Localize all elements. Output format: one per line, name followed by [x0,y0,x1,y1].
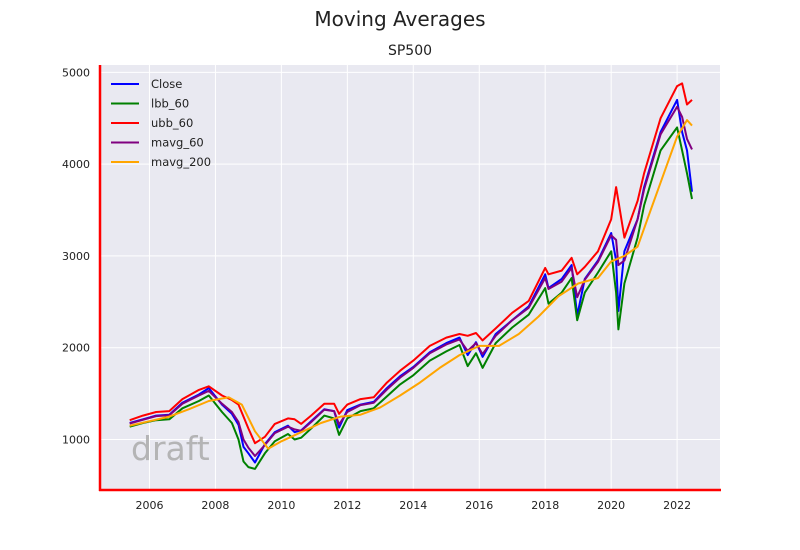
x-tick-label: 2012 [333,499,361,512]
legend-label: mavg_200 [151,155,211,169]
legend-item: mavg_60 [111,136,204,150]
series-line-mavg-60 [129,105,693,457]
chart-title: SP500 [387,43,433,59]
legend: Close lbb_60 ubb_60 mavg_60 mavg_200 [111,77,211,169]
y-tick-label: 4000 [62,158,90,171]
series-line-mavg-200 [129,119,693,450]
x-tick-label: 2008 [201,499,229,512]
x-tick-label: 2014 [399,499,427,512]
figure-title: Moving Averages [314,7,486,31]
x-tick-label: 2006 [135,499,163,512]
x-tick-label: 2018 [531,499,559,512]
x-axis: 2006 2008 2010 2012 2014 2016 2018 2020 2022 [135,499,691,512]
series-layer [129,82,693,470]
legend-label: Close [151,77,182,91]
series-line-lbb-60 [129,126,693,470]
legend-label: mavg_60 [151,136,204,150]
y-tick-label: 3000 [62,250,90,263]
y-tick-label: 5000 [62,66,90,79]
legend-label: ubb_60 [151,116,193,130]
legend-item: ubb_60 [111,116,193,130]
legend-item: lbb_60 [111,97,189,111]
series-line-ubb-60 [129,82,693,445]
x-tick-label: 2020 [597,499,625,512]
legend-label: lbb_60 [151,97,189,111]
grid [100,65,720,490]
legend-item: mavg_200 [111,155,211,169]
watermark: draft [131,429,210,468]
y-tick-label: 1000 [62,434,90,447]
y-axis: 1000 2000 3000 4000 5000 [62,66,90,446]
x-tick-label: 2022 [663,499,691,512]
legend-item: Close [111,77,182,91]
y-tick-label: 2000 [62,342,90,355]
x-tick-label: 2010 [267,499,295,512]
x-tick-label: 2016 [465,499,493,512]
